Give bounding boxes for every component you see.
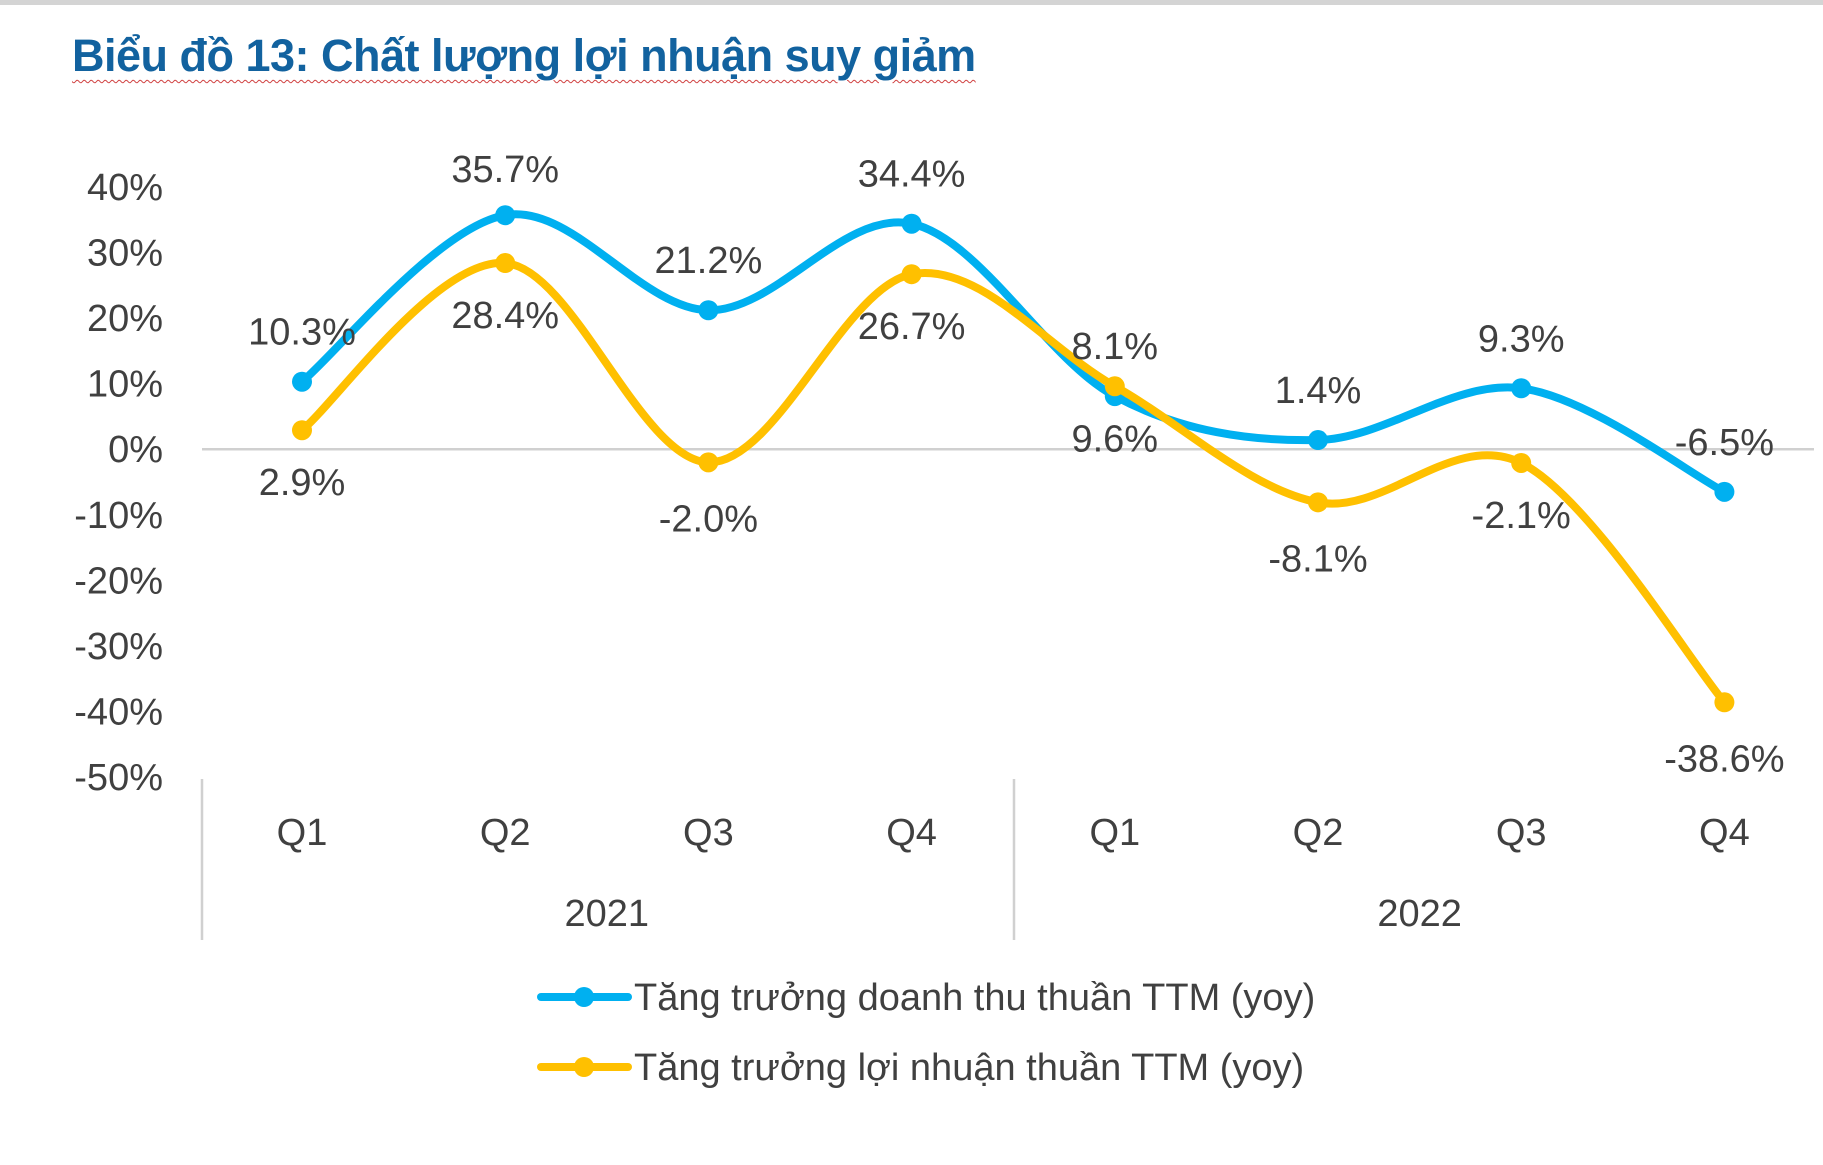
- data-label: 9.3%: [1478, 318, 1565, 360]
- legend-marker-icon: [574, 1057, 594, 1077]
- series-lines: [292, 205, 1735, 713]
- data-labels: 10.3% 35.7% 21.2% 34.4% 8.1% 1.4% 9.3% -6.5% 2.9…: [248, 149, 1784, 780]
- data-point-marker: [495, 205, 516, 226]
- x-tick-label: Q4: [886, 812, 937, 854]
- data-point-marker: [1714, 481, 1735, 502]
- data-point-marker: [698, 452, 719, 473]
- data-point-marker: [1714, 692, 1735, 713]
- y-tick-label: -10%: [74, 495, 163, 537]
- data-point-marker: [698, 300, 719, 321]
- data-label: 2.9%: [259, 462, 346, 504]
- y-tick-label: 0%: [108, 429, 163, 471]
- data-label: -8.1%: [1268, 538, 1367, 580]
- data-label: 34.4%: [858, 154, 966, 196]
- y-tick-label: -40%: [74, 691, 163, 733]
- top-border: [0, 0, 1823, 5]
- data-label: 10.3%: [248, 312, 356, 354]
- data-label: 26.7%: [858, 306, 966, 348]
- legend: Tăng trưởng doanh thu thuần TTM (yoy) Tăn…: [537, 977, 1315, 1089]
- data-point-marker: [1511, 452, 1532, 473]
- axes: [200, 447, 1814, 940]
- x-group-label: 2021: [565, 893, 650, 935]
- data-label: -2.1%: [1472, 495, 1571, 537]
- y-tick-label: 30%: [87, 233, 163, 275]
- data-label: 21.2%: [655, 240, 763, 282]
- data-point-marker: [901, 264, 922, 285]
- y-tick-label: 10%: [87, 364, 163, 406]
- data-label: -6.5%: [1675, 422, 1774, 464]
- y-tick-label: -50%: [74, 757, 163, 799]
- x-tick-label: Q3: [683, 812, 734, 854]
- x-tick-label: Q4: [1699, 812, 1750, 854]
- data-label: 35.7%: [451, 149, 559, 191]
- data-label: -2.0%: [659, 498, 758, 540]
- data-point-marker: [901, 213, 922, 234]
- data-label: 9.6%: [1071, 418, 1158, 460]
- chart-title: Biểu đồ 13: Chất lượng lợi nhuận suy giả…: [72, 30, 976, 81]
- x-group-label: 2022: [1377, 893, 1462, 935]
- data-point-marker: [1104, 376, 1125, 397]
- series-line-1: [298, 210, 1729, 496]
- y-tick-label: 20%: [87, 298, 163, 340]
- data-label: -38.6%: [1664, 738, 1784, 780]
- data-point-marker: [1308, 430, 1328, 451]
- x-tick-label: Q1: [1089, 812, 1140, 854]
- x-tick-label: Q2: [1293, 812, 1344, 854]
- data-point-marker: [292, 420, 312, 441]
- legend-label: Tăng trưởng doanh thu thuần TTM (yoy): [634, 977, 1315, 1019]
- x-tick-label: Q2: [480, 812, 531, 854]
- legend-marker-icon: [574, 987, 594, 1007]
- data-label: 1.4%: [1275, 370, 1362, 412]
- y-tick-label: -20%: [74, 560, 163, 602]
- y-tick-label: 40%: [87, 167, 163, 209]
- data-label: 28.4%: [451, 295, 559, 337]
- x-axis-ticks: Q1 Q2 Q3 Q4 Q1 Q2 Q3 Q4 2021 2022: [277, 812, 1750, 935]
- y-tick-label: -30%: [74, 626, 163, 668]
- data-point-marker: [1511, 378, 1532, 399]
- data-point-marker: [1308, 492, 1328, 513]
- series-line-2: [298, 259, 1729, 707]
- y-axis-ticks: 40% 30% 20% 10% 0% -10% -20% -30% -40% -50%: [74, 167, 163, 799]
- legend-label: Tăng trưởng lợi nhuận thuần TTM (yoy): [634, 1047, 1304, 1089]
- x-tick-label: Q3: [1496, 812, 1547, 854]
- data-point-marker: [495, 253, 516, 274]
- data-point-marker: [292, 371, 312, 392]
- x-tick-label: Q1: [277, 812, 328, 854]
- data-label: 8.1%: [1071, 326, 1158, 368]
